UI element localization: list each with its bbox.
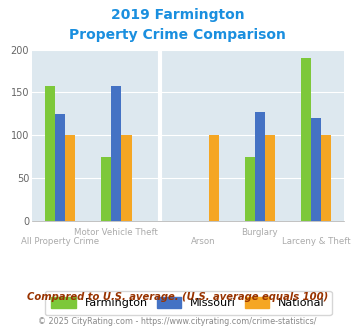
Bar bbox=[121, 135, 132, 221]
Bar bbox=[311, 118, 321, 221]
Text: Property Crime Comparison: Property Crime Comparison bbox=[69, 28, 286, 42]
Bar bbox=[65, 135, 75, 221]
Text: All Property Crime: All Property Crime bbox=[21, 237, 99, 246]
Bar bbox=[245, 157, 255, 221]
Text: Compared to U.S. average. (U.S. average equals 100): Compared to U.S. average. (U.S. average … bbox=[27, 292, 328, 302]
Text: 2019 Farmington: 2019 Farmington bbox=[111, 8, 244, 22]
Bar bbox=[55, 114, 65, 221]
Bar bbox=[301, 58, 311, 221]
Text: Burglary: Burglary bbox=[242, 228, 278, 237]
Text: Arson: Arson bbox=[191, 237, 216, 246]
Bar bbox=[101, 157, 111, 221]
Bar bbox=[209, 135, 219, 221]
Text: Motor Vehicle Theft: Motor Vehicle Theft bbox=[75, 228, 158, 237]
Bar bbox=[45, 85, 55, 221]
Legend: Farmington, Missouri, National: Farmington, Missouri, National bbox=[45, 291, 332, 315]
Text: Larceny & Theft: Larceny & Theft bbox=[282, 237, 350, 246]
Bar bbox=[255, 112, 265, 221]
Bar bbox=[111, 86, 121, 221]
Text: © 2025 CityRating.com - https://www.cityrating.com/crime-statistics/: © 2025 CityRating.com - https://www.city… bbox=[38, 317, 317, 326]
Bar bbox=[321, 135, 332, 221]
Bar bbox=[265, 135, 275, 221]
